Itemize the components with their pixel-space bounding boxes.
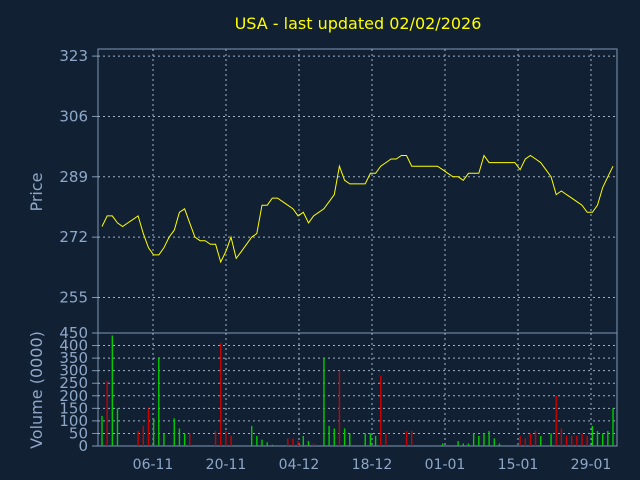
price-axis-label: Price xyxy=(27,172,46,211)
price-series-line xyxy=(101,154,614,264)
volume-y-tick-label: 450 xyxy=(59,324,88,342)
price-panel: 255 272 289 306 323 Price xyxy=(27,47,618,334)
x-tick-labels: 06-11 20-11 04-12 18-12 01-01 15-01 29-01 xyxy=(133,457,612,473)
x-tick-label: 18-12 xyxy=(352,457,393,473)
volume-y-tick-label: 400 xyxy=(59,337,88,355)
volume-y-tick-label: 350 xyxy=(59,349,88,367)
volume-y-tick-label: 200 xyxy=(59,387,88,405)
volume-y-tick-label: 250 xyxy=(59,374,88,392)
price-y-tick-label: 323 xyxy=(59,47,88,65)
x-tick-label: 04-12 xyxy=(279,457,320,473)
volume-y-tick-label: 100 xyxy=(59,412,88,430)
chart-title: USA - last updated 02/02/2026 xyxy=(235,14,482,33)
price-y-tick-label: 255 xyxy=(59,289,88,307)
x-tick-label: 20-11 xyxy=(206,457,247,473)
price-y-tick-label: 289 xyxy=(59,168,88,186)
price-y-tick-label: 306 xyxy=(59,107,88,125)
x-tick-label: 15-01 xyxy=(498,457,539,473)
volume-grid xyxy=(98,333,617,446)
volume-y-tick-label: 150 xyxy=(59,399,88,417)
volume-plot-area xyxy=(97,332,618,447)
volume-bars xyxy=(101,335,614,446)
price-y-tick-labels: 255 272 289 306 323 xyxy=(59,47,98,307)
x-tick-label: 29-01 xyxy=(571,457,612,473)
volume-y-tick-label: 50 xyxy=(69,424,88,442)
volume-y-tick-label: 300 xyxy=(59,362,88,380)
price-grid xyxy=(98,49,617,333)
x-tick-label: 06-11 xyxy=(133,457,174,473)
x-tick-label: 01-01 xyxy=(425,457,466,473)
price-y-tick-label: 272 xyxy=(59,228,88,246)
volume-y-tick-label: 0 xyxy=(78,437,88,455)
volume-axis-label: Volume (0000) xyxy=(27,331,46,449)
price-plot-area xyxy=(97,48,618,334)
